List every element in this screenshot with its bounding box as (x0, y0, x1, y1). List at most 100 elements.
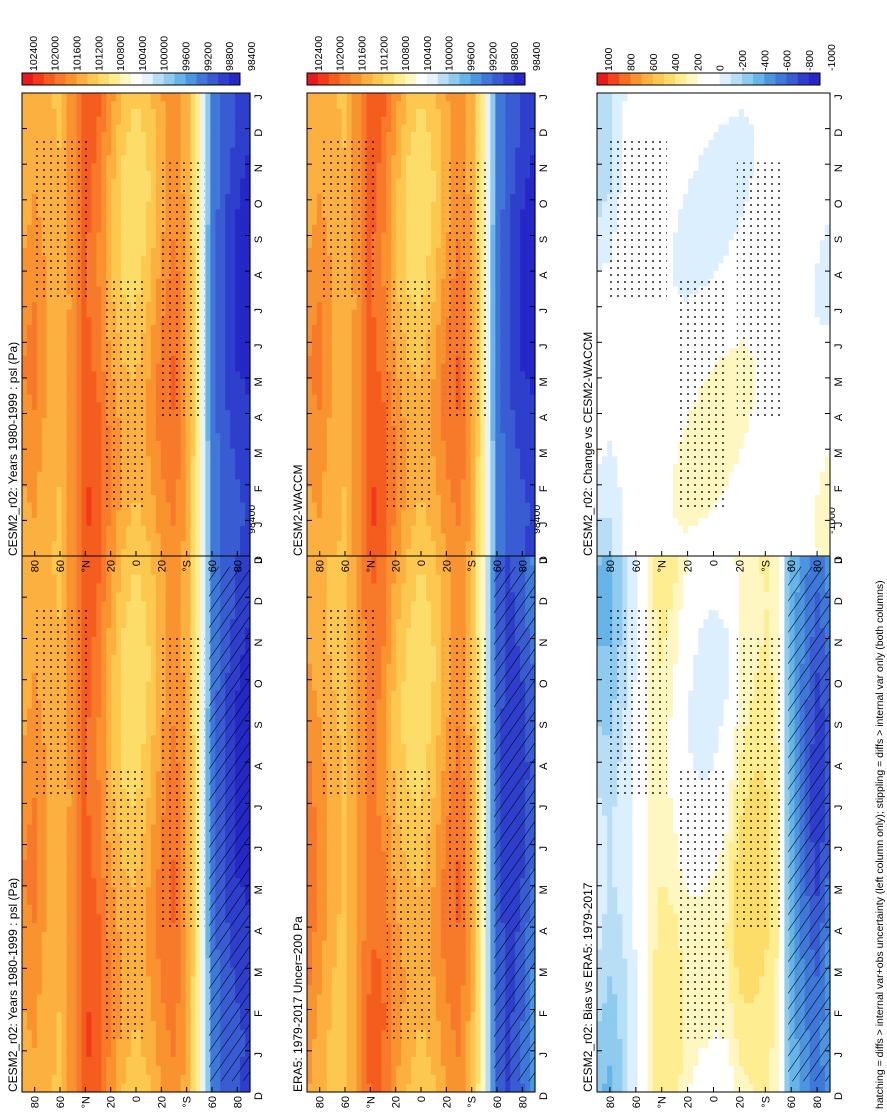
heatmap-cell (22, 627, 28, 637)
heatmap-cell (46, 363, 53, 372)
heatmap-cell (126, 525, 132, 534)
heatmap-cell (91, 591, 97, 602)
heatmap-cell (96, 645, 102, 655)
heatmap-cell (76, 494, 83, 503)
heatmap-cell (51, 401, 58, 410)
heatmap-cell (111, 1074, 117, 1084)
heatmap-cell (96, 1020, 102, 1031)
heatmap-cell (235, 293, 241, 302)
heatmap-cell (41, 455, 48, 464)
heatmap-cell (195, 525, 202, 534)
heatmap-cell (116, 752, 122, 763)
heatmap-cell (66, 540, 73, 549)
heatmap-cell (91, 463, 97, 472)
heatmap-cell (180, 1047, 187, 1057)
heatmap-cell (180, 975, 187, 986)
heatmap-cell (190, 582, 197, 593)
heatmap-cell (111, 672, 117, 682)
heatmap-cell (230, 432, 236, 441)
heatmap-cell (230, 440, 236, 449)
heatmap-cell (240, 455, 246, 464)
heatmap-cell (41, 1083, 48, 1093)
heatmap-cell (140, 654, 147, 664)
heatmap-cell (121, 548, 127, 557)
heatmap-cell (195, 564, 202, 575)
heatmap-cell (41, 316, 48, 326)
heatmap-cell (245, 270, 251, 279)
heatmap-cell (150, 517, 157, 526)
heatmap-cell (91, 532, 97, 542)
heatmap-cell (41, 573, 48, 584)
heatmap-cell (61, 409, 68, 418)
heatmap-cell (26, 301, 33, 310)
heatmap-cell (155, 455, 162, 464)
heatmap-cell (96, 247, 102, 256)
heatmap-cell (235, 424, 241, 434)
heatmap-cell (180, 532, 187, 542)
heatmap-cell (145, 278, 152, 287)
heatmap-cell (96, 609, 102, 620)
heatmap-cell (71, 401, 78, 410)
heatmap-cell (116, 1083, 122, 1093)
heatmap-cell (180, 591, 187, 602)
heatmap-cell (66, 832, 73, 843)
heatmap-cell (46, 591, 53, 602)
heatmap-cell (230, 509, 236, 519)
heatmap-cell (150, 743, 157, 754)
heatmap-cell (155, 913, 162, 923)
heatmap-cell (240, 370, 246, 380)
heatmap-cell (131, 231, 137, 241)
heatmap-cell (106, 247, 112, 256)
heatmap-cell (22, 224, 28, 233)
heatmap-cell (195, 949, 202, 959)
heatmap-cell (41, 841, 48, 852)
heatmap-cell (96, 815, 102, 825)
heatmap-cell (225, 501, 231, 511)
heatmap-cell (41, 850, 48, 861)
heatmap-cell (240, 293, 246, 302)
heatmap-cell (136, 216, 142, 225)
heatmap-cell (46, 1047, 53, 1057)
heatmap-cell (145, 231, 152, 241)
heatmap-cell (225, 309, 231, 318)
heatmap-cell (41, 393, 48, 403)
heatmap-cell (230, 255, 236, 264)
heatmap-cell (220, 494, 226, 503)
heatmap-cell (26, 501, 33, 511)
heatmap-cell (91, 525, 97, 534)
heatmap-cell (81, 922, 88, 932)
heatmap-cell (126, 618, 132, 629)
heatmap-cell (190, 591, 197, 602)
heatmap-cell (145, 582, 152, 593)
heatmap-cell (180, 478, 187, 488)
heatmap-cell (165, 501, 172, 511)
heatmap-cell (86, 556, 92, 566)
heatmap-cell (41, 509, 48, 519)
heatmap-cell (86, 600, 92, 611)
heatmap-cell (225, 424, 231, 434)
heatmap-cell (230, 517, 236, 526)
heatmap-cell (51, 868, 58, 879)
heatmap-cell (200, 600, 206, 611)
heatmap-cell (91, 409, 97, 418)
heatmap-cell (225, 216, 231, 225)
heatmap-cell (150, 841, 157, 852)
heatmap-cell (86, 797, 92, 807)
heatmap-cell (145, 548, 152, 557)
heatmap-cell (240, 316, 246, 326)
heatmap-cell (22, 393, 28, 403)
heatmap-cell (61, 904, 68, 914)
heatmap-cell (66, 324, 73, 333)
heatmap-cell (205, 824, 211, 834)
heatmap-cell (111, 208, 117, 218)
heatmap-cell (140, 224, 147, 233)
heatmap-cell (26, 494, 33, 503)
heatmap-cell (126, 208, 132, 218)
heatmap-cell (200, 1083, 206, 1093)
heatmap-cell (96, 363, 102, 372)
heatmap-cell (22, 501, 28, 511)
heatmap-cell (106, 564, 112, 575)
heatmap-cell (215, 393, 221, 403)
heatmap-cell (175, 1083, 182, 1093)
heatmap-cell (96, 455, 102, 464)
